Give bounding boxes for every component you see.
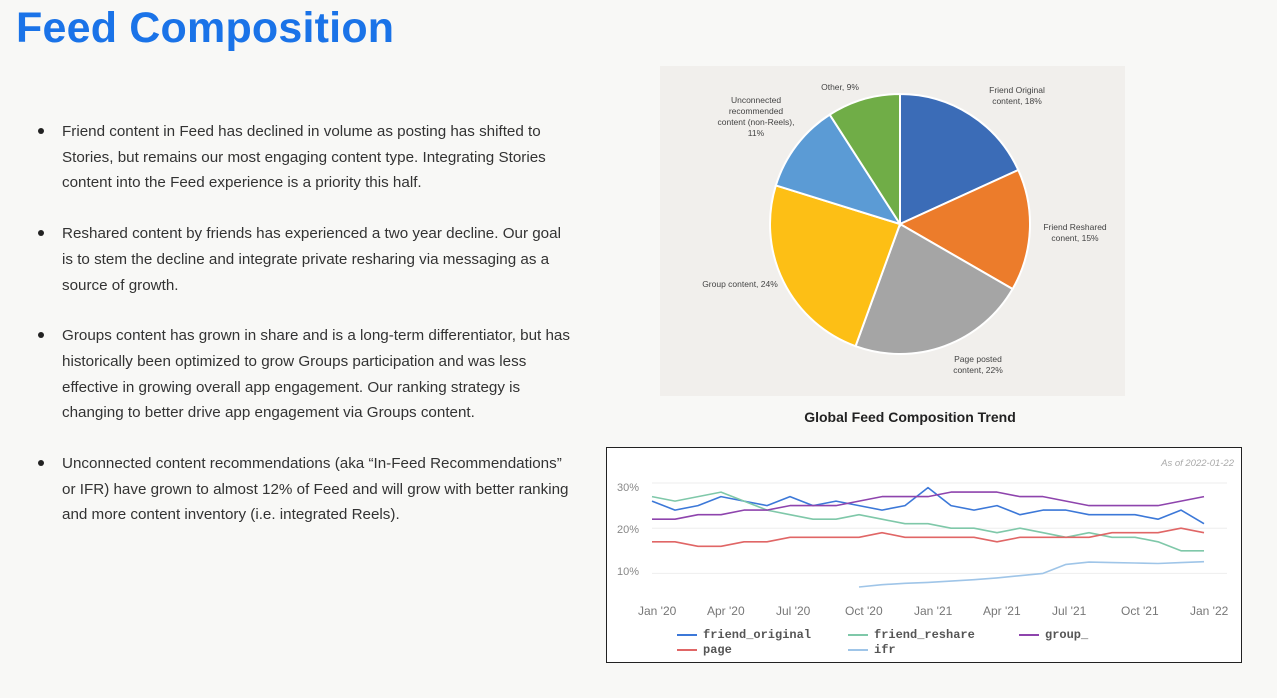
pie-label-other: Other, 9% [821, 82, 859, 92]
bullet-text: Reshared content by friends has experien… [62, 225, 561, 294]
x-tick-label: Jan '20 [638, 604, 677, 618]
legend-label: friend_original [703, 628, 812, 642]
x-tick-label: Jul '20 [776, 604, 811, 618]
legend-swatch [677, 648, 697, 651]
series-line-page [652, 527, 1205, 548]
pie-chart-panel: Friend Original content, 18% Friend Resh… [660, 66, 1125, 396]
trend-chart-panel: As of 2022-01-22 30% 20% 10% Jan '20 Apr … [606, 447, 1242, 663]
pie-slice [854, 222, 1014, 355]
bullet-item: Groups content has grown in share and is… [36, 323, 576, 426]
legend-item-friend-original: friend_original [677, 628, 811, 642]
line-chart [651, 482, 1227, 588]
series-line-group [652, 491, 1205, 520]
pie-chart [769, 92, 1031, 355]
legend-label: ifr [874, 643, 896, 657]
pie-label-friend-reshared: Friend Reshared conent, 15% [1043, 222, 1107, 243]
series-line-ifr [858, 560, 1205, 588]
x-tick-label: Jan '21 [914, 604, 953, 618]
legend-item-group: group_ [1019, 628, 1088, 642]
bullet-text: Friend content in Feed has declined in v… [62, 123, 546, 192]
legend-swatch [677, 633, 697, 636]
legend-swatch [848, 648, 868, 651]
as-of-annotation: As of 2022-01-22 [1161, 458, 1234, 469]
bullet-text: Groups content has grown in share and is… [62, 327, 570, 422]
bullet-dot-icon [38, 460, 44, 467]
trend-chart-title: Global Feed Composition Trend [804, 409, 1016, 425]
bullet-dot-icon [38, 128, 44, 134]
bullet-item: Friend content in Feed has declined in v… [36, 119, 576, 196]
bullet-dot-icon [38, 230, 44, 237]
legend-label: group_ [1045, 628, 1089, 642]
legend-label: friend_reshare [874, 628, 975, 642]
x-tick-label: Jan '22 [1190, 604, 1229, 618]
legend-swatch [1019, 633, 1039, 636]
x-tick-label: Apr '21 [983, 604, 1021, 618]
bullet-text: Unconnected content recommendations (aka… [62, 455, 569, 524]
legend-item-ifr: ifr [848, 643, 896, 657]
legend-label: page [703, 643, 732, 657]
pie-slice [899, 92, 1020, 226]
pie-label-friend-original: Friend Original content, 18% [989, 85, 1045, 106]
y-tick-label: 10% [617, 566, 640, 578]
pie-label-unconnected: Unconnected recommended content (non-Ree… [717, 95, 795, 138]
pie-label-group: Group content, 24% [702, 279, 778, 289]
pie-slice [774, 113, 903, 226]
y-tick-label: 30% [617, 482, 640, 494]
pie-slice [828, 92, 901, 228]
legend-item-friend-reshare: friend_reshare [848, 628, 975, 642]
bullet-dot-icon [38, 332, 44, 339]
legend-swatch [848, 633, 868, 636]
legend-item-page: page [677, 643, 732, 657]
y-tick-label: 20% [617, 524, 640, 536]
pie-slice [769, 184, 902, 348]
x-tick-label: Apr '20 [707, 604, 745, 618]
pie-slice [897, 168, 1031, 291]
bullet-item: Reshared content by friends has experien… [36, 221, 576, 298]
bullet-list: Friend content in Feed has declined in v… [36, 119, 576, 553]
x-tick-label: Oct '21 [1121, 604, 1159, 618]
page-title: Feed Composition [16, 4, 395, 52]
bullet-item: Unconnected content recommendations (aka… [36, 451, 576, 528]
x-tick-label: Oct '20 [845, 604, 883, 618]
x-tick-label: Jul '21 [1052, 604, 1087, 618]
pie-label-page-posted: Page posted content, 22% [953, 354, 1003, 375]
series-line-friend-reshare [651, 491, 1204, 552]
